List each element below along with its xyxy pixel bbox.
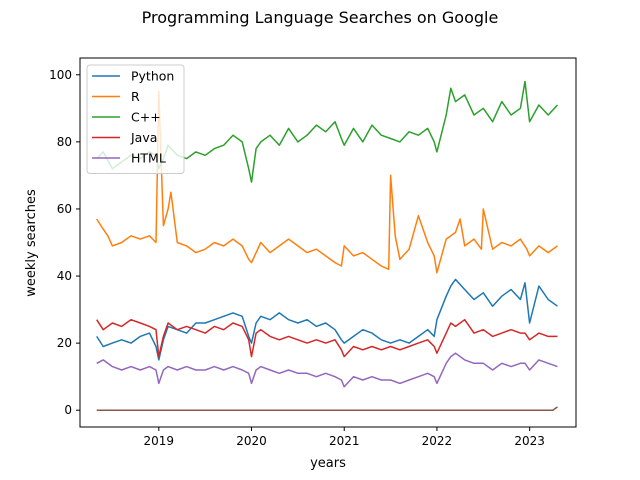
legend-label-html: HTML xyxy=(131,151,166,166)
y-tick-label: 100 xyxy=(49,68,72,82)
plot-frame xyxy=(79,57,577,428)
legend-label-cpp: C++ xyxy=(131,110,161,125)
x-tick-label: 2020 xyxy=(236,434,267,448)
legend-label-python: Python xyxy=(131,69,174,84)
series-line-baseline xyxy=(96,406,558,411)
legend-label-r: R xyxy=(131,89,140,104)
x-tick-label: 2021 xyxy=(329,434,360,448)
x-axis: 2019 2020 2021 2022 2023 xyxy=(144,427,545,448)
chart-title: Programming Language Searches on Google xyxy=(142,8,499,27)
y-tick-label: 0 xyxy=(64,403,72,417)
legend: Python R C++ Java HTML xyxy=(86,64,185,174)
y-axis: 0 20 40 60 80 100 xyxy=(49,68,80,417)
x-tick-label: 2022 xyxy=(422,434,453,448)
y-tick-label: 60 xyxy=(57,202,72,216)
series-line-html xyxy=(96,352,558,388)
legend-box xyxy=(86,64,185,174)
x-axis-label: years xyxy=(310,456,346,471)
y-tick-label: 40 xyxy=(57,269,72,283)
x-tick-label: 2023 xyxy=(514,434,545,448)
y-tick-label: 80 xyxy=(57,135,72,149)
y-axis-label: weekly searches xyxy=(24,189,39,297)
y-tick-label: 20 xyxy=(57,336,72,350)
series-line-r xyxy=(96,90,558,274)
x-tick-label: 2019 xyxy=(144,434,175,448)
series-line-java xyxy=(96,318,558,358)
legend-label-java: Java xyxy=(130,130,157,145)
series-line-python xyxy=(96,278,558,361)
